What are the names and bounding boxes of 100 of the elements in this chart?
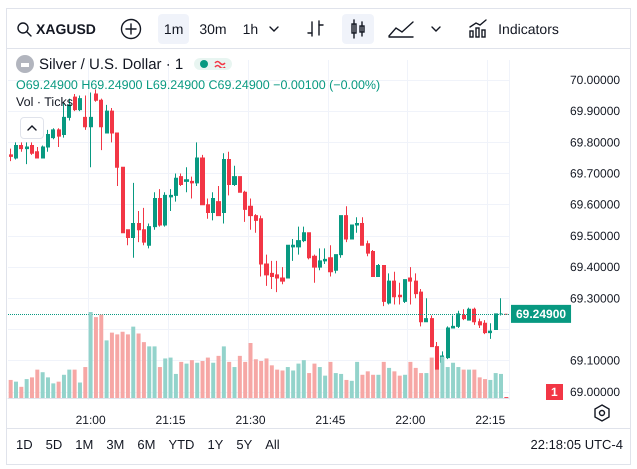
candlestick <box>73 94 77 112</box>
candlestick <box>19 142 23 152</box>
y-tick-label: 69.60000 <box>570 198 620 212</box>
bar <box>56 382 61 398</box>
candlestick <box>403 279 407 304</box>
candlestick <box>216 186 221 216</box>
candlestick <box>392 271 396 306</box>
bar <box>462 370 466 398</box>
y-tick-label: 69.10000 <box>570 354 620 368</box>
text: 3M <box>106 437 124 452</box>
text: 1h <box>242 20 260 39</box>
candlestick <box>131 182 135 258</box>
text: 30m <box>198 20 228 39</box>
bar <box>227 362 232 398</box>
candlestick <box>472 307 476 326</box>
bar <box>216 356 221 398</box>
candlestick <box>83 95 87 130</box>
bar <box>104 340 109 398</box>
text: XAGUSD <box>36 21 96 37</box>
candlestick <box>398 282 402 306</box>
candlestick <box>408 266 412 306</box>
candlestick <box>195 142 199 187</box>
bar <box>376 374 380 398</box>
bar <box>387 368 392 398</box>
bar <box>8 380 13 398</box>
y-tick-label: 69.40000 <box>570 260 620 274</box>
x-tick-label: 21:30 <box>235 413 266 427</box>
candlestick <box>462 308 466 321</box>
bar <box>131 326 136 398</box>
text: All <box>265 437 280 452</box>
candlestick <box>222 152 226 224</box>
text: 1Y <box>207 437 224 452</box>
ref-line-label: 69.24900 <box>516 306 566 321</box>
text: 5Y <box>236 437 252 452</box>
y-tick-label: 69.50000 <box>570 228 620 243</box>
candlestick <box>179 173 183 187</box>
candlestick <box>147 222 151 249</box>
candlestick <box>227 151 231 196</box>
y-tick-label: 70.00000 <box>570 72 620 87</box>
bar <box>382 362 386 398</box>
bar <box>190 360 194 398</box>
candlestick <box>184 166 189 193</box>
bar <box>211 362 216 398</box>
candlestick <box>232 165 237 187</box>
bar <box>72 370 77 398</box>
bar <box>424 373 428 398</box>
x-tick-label: 22:15 <box>475 413 506 427</box>
candlestick <box>153 192 157 230</box>
candlestick <box>190 176 194 199</box>
candlestick <box>382 265 386 307</box>
text: 22:18:05 UTC-4 <box>530 437 623 452</box>
bar <box>195 362 200 398</box>
candlestick <box>376 264 380 277</box>
bar <box>19 386 24 398</box>
bar <box>467 370 472 398</box>
bar <box>88 312 93 398</box>
candlestick <box>105 104 109 134</box>
candlestick <box>78 95 82 112</box>
x-tick-label: 21:45 <box>315 413 346 427</box>
candlestick <box>14 142 18 160</box>
text: YTD <box>168 437 194 452</box>
bar <box>184 364 189 398</box>
bar <box>222 346 226 398</box>
bar <box>14 382 18 398</box>
candlestick <box>163 192 167 228</box>
x-tick-label: 21:00 <box>76 413 106 427</box>
text: O69.24900 H69.24900 L69.24900 C69.24900 −0.00100 (−0.00%) <box>16 78 380 92</box>
text: 6M <box>137 437 156 452</box>
y-tick-label: 69.90000 <box>570 104 620 118</box>
x-tick-label: 21:15 <box>156 413 186 427</box>
candlestick <box>344 206 348 243</box>
bar <box>403 374 408 398</box>
bar <box>24 379 29 398</box>
y-tick-label: 69.00000 <box>570 384 620 399</box>
candlestick <box>57 128 61 148</box>
bar <box>344 380 348 398</box>
bar <box>179 362 184 398</box>
chart-title: Silver / U.S. Dollar · 1 <box>39 56 184 72</box>
candlestick <box>328 244 333 277</box>
candlestick <box>89 92 93 168</box>
bar <box>232 367 237 398</box>
candlestick <box>158 188 162 228</box>
y-tick-label: 69.70000 <box>570 166 620 181</box>
candlestick <box>25 142 29 165</box>
text: 1m <box>158 14 190 44</box>
x-tick-label: 22:00 <box>395 413 426 427</box>
candlestick <box>488 322 492 340</box>
text: 1D <box>16 437 33 452</box>
text: Indicators <box>498 21 559 37</box>
bar <box>158 367 162 398</box>
text: 1 <box>546 384 563 400</box>
bar <box>78 382 82 398</box>
candlestick <box>360 216 364 246</box>
candlestick <box>387 272 391 306</box>
y-tick-label: 69.30000 <box>570 291 620 306</box>
bar <box>328 362 332 398</box>
y-tick-label: 69.80000 <box>570 135 620 150</box>
bar <box>83 367 88 398</box>
text: 1M <box>75 437 94 452</box>
candlestick <box>211 192 215 221</box>
